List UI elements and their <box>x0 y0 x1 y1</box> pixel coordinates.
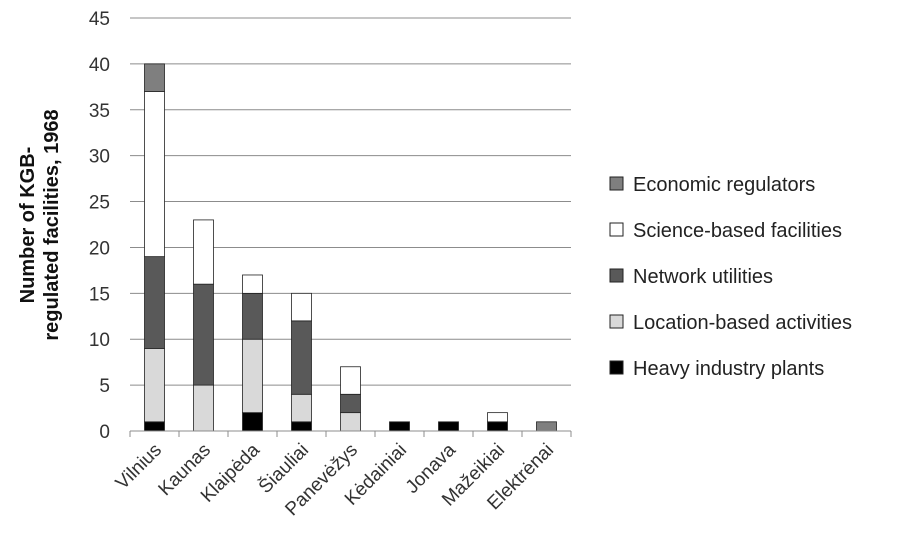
bars <box>144 63 557 432</box>
y-tick-label: 45 <box>89 9 110 30</box>
y-tick-label: 10 <box>89 330 110 351</box>
legend-label: Economic regulators <box>633 174 815 196</box>
bar-segment <box>536 421 557 432</box>
legend: Economic regulators Science-based facilit… <box>609 174 852 380</box>
bar-segment <box>144 347 165 423</box>
legend-item: Economic regulators <box>609 174 815 196</box>
bar-segment <box>291 320 312 395</box>
bar-segment <box>193 219 214 285</box>
y-tick-label: 15 <box>89 284 110 305</box>
legend-item: Science-based facilities <box>609 220 842 242</box>
legend-swatch <box>609 360 624 375</box>
bar-segment <box>242 292 263 340</box>
y-axis-label-line-2: regulated facilities, 1968 <box>41 109 63 340</box>
bar-segment <box>144 91 165 258</box>
bar-segment <box>291 393 312 423</box>
y-tick-label: 40 <box>89 55 110 76</box>
bar-segment <box>242 274 263 294</box>
bar-segment <box>242 338 263 414</box>
legend-label: Science-based facilities <box>633 220 842 242</box>
bar-segment <box>340 393 361 414</box>
legend-label: Heavy industry plants <box>633 358 824 380</box>
legend-label: Location-based activities <box>633 312 852 334</box>
bar-segment <box>193 384 214 432</box>
y-axis-label: Number of KGB- regulated facilities, 196… <box>17 109 63 340</box>
bar-segment <box>389 421 410 432</box>
y-tick-label: 5 <box>99 376 110 397</box>
y-tick-label: 35 <box>89 101 110 122</box>
y-tick-label: 25 <box>89 193 110 214</box>
legend-swatch <box>609 176 624 191</box>
bar-segment <box>193 283 214 386</box>
y-tick-labels: 0 5 10 15 20 25 30 35 40 45 <box>89 9 110 443</box>
bar-segment <box>242 412 263 432</box>
legend-label: Network utilities <box>633 266 773 288</box>
bar-segment <box>144 63 165 92</box>
legend-item: Location-based activities <box>609 312 852 334</box>
y-tick-label: 30 <box>89 147 110 168</box>
legend-swatch <box>609 268 624 283</box>
bar-segment <box>438 421 459 432</box>
bar-segment <box>340 412 361 432</box>
x-axis <box>129 430 572 437</box>
legend-swatch <box>609 314 624 329</box>
bar-segment <box>291 421 312 432</box>
y-tick-label: 20 <box>89 238 110 259</box>
legend-swatch <box>609 222 624 237</box>
bar-segment <box>144 421 165 432</box>
y-axis-label-line-1: Number of KGB- <box>17 147 39 304</box>
bar-segment <box>340 366 361 395</box>
bar-segment <box>487 412 508 423</box>
bar-segment <box>291 292 312 322</box>
legend-item: Network utilities <box>609 266 773 288</box>
bar-segment <box>487 421 508 432</box>
legend-item: Heavy industry plants <box>609 358 824 380</box>
bar-segment <box>144 256 165 349</box>
y-tick-label: 0 <box>99 422 110 443</box>
x-tick-labels: VilniusKaunasKlaipėdaŠiauliaiPanevėžysKė… <box>112 439 558 520</box>
